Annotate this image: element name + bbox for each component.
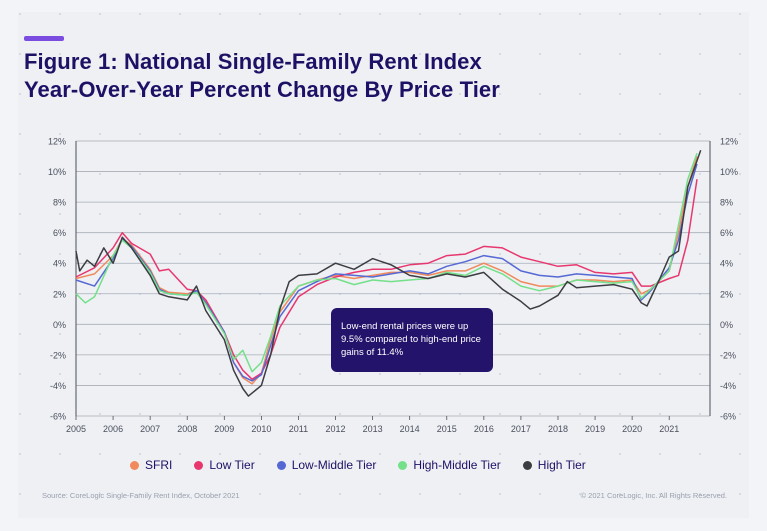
legend-item: High Tier bbox=[522, 458, 586, 472]
chart-card bbox=[18, 12, 749, 518]
y-tick-label-right: 2% bbox=[720, 289, 733, 299]
x-tick-label: 2012 bbox=[326, 424, 346, 434]
y-tick-label-right: 6% bbox=[720, 228, 733, 238]
legend-swatch bbox=[194, 460, 204, 470]
y-tick-label-left: 8% bbox=[53, 198, 66, 208]
source-note: Source: CoreLogic Single-Family Rent Ind… bbox=[42, 491, 240, 500]
x-tick-label: 2014 bbox=[400, 424, 420, 434]
y-tick-label-right: 4% bbox=[720, 259, 733, 269]
legend-label: SFRI bbox=[145, 458, 173, 472]
y-tick-label-left: 12% bbox=[48, 137, 66, 147]
legend-swatch bbox=[398, 460, 408, 470]
legend-label: High Tier bbox=[537, 458, 586, 472]
y-tick-label-right: 10% bbox=[720, 167, 738, 177]
chart-legend: SFRI Low Tier Low-Middle Tier High-Middle T… bbox=[130, 458, 586, 472]
x-tick-label: 2019 bbox=[585, 424, 605, 434]
series-line-sfri bbox=[75, 156, 698, 385]
x-tick-label: 2011 bbox=[289, 424, 308, 434]
x-tick-label: 2007 bbox=[140, 424, 160, 434]
legend-swatch bbox=[522, 460, 532, 470]
y-tick-label-left: -6% bbox=[50, 412, 66, 422]
y-tick-label-left: 4% bbox=[53, 259, 66, 269]
legend-swatch bbox=[276, 460, 286, 470]
legend-label: Low-Middle Tier bbox=[291, 458, 377, 472]
x-tick-label: 2015 bbox=[437, 424, 457, 434]
y-tick-label-left: 0% bbox=[53, 320, 66, 330]
x-tick-label: 2018 bbox=[548, 424, 568, 434]
x-tick-label: 2021 bbox=[659, 424, 679, 434]
y-tick-label-right: 8% bbox=[720, 198, 733, 208]
y-tick-label-left: -2% bbox=[50, 350, 66, 360]
legend-item: Low-Middle Tier bbox=[276, 458, 377, 472]
y-tick-label-left: -4% bbox=[50, 381, 66, 391]
y-tick-label-left: 2% bbox=[53, 289, 66, 299]
x-tick-label: 2013 bbox=[363, 424, 383, 434]
x-tick-label: 2009 bbox=[214, 424, 234, 434]
x-tick-label: 2008 bbox=[177, 424, 197, 434]
chart-title-line2: Year-Over-Year Percent Change By Price T… bbox=[24, 77, 500, 102]
y-tick-label-left: 6% bbox=[53, 228, 66, 238]
title-accent-bar bbox=[24, 36, 64, 41]
y-tick-label-right: -6% bbox=[720, 412, 736, 422]
y-tick-label-right: -4% bbox=[720, 381, 736, 391]
x-tick-label: 2006 bbox=[103, 424, 123, 434]
y-tick-label-right: -2% bbox=[720, 350, 736, 360]
legend-label: High-Middle Tier bbox=[413, 458, 501, 472]
chart-title: Figure 1: National Single-Family Rent In… bbox=[24, 48, 500, 104]
x-tick-label: 2017 bbox=[511, 424, 531, 434]
x-tick-label: 2005 bbox=[66, 424, 86, 434]
series-line-high-tier bbox=[75, 149, 702, 397]
callout-box: Low-end rental prices were up 9.5% compa… bbox=[331, 308, 493, 372]
legend-item: SFRI bbox=[130, 458, 172, 472]
y-tick-label-right: 12% bbox=[720, 137, 738, 147]
x-tick-label: 2010 bbox=[251, 424, 271, 434]
x-tick-label: 2016 bbox=[474, 424, 494, 434]
legend-label: Low Tier bbox=[209, 458, 255, 472]
legend-swatch bbox=[130, 460, 139, 470]
legend-item: Low Tier bbox=[194, 458, 255, 472]
y-tick-label-right: 0% bbox=[720, 320, 733, 330]
chart-title-line1: Figure 1: National Single-Family Rent In… bbox=[24, 49, 482, 74]
y-tick-label-left: 10% bbox=[48, 167, 66, 177]
legend-item: High-Middle Tier bbox=[398, 458, 501, 472]
copyright-note: © 2021 CoreLogic, Inc. All Rights Reserv… bbox=[580, 491, 727, 500]
series-line-low-tier bbox=[75, 179, 698, 381]
x-tick-label: 2020 bbox=[622, 424, 642, 434]
series-line-high-middle-tier bbox=[75, 152, 698, 373]
